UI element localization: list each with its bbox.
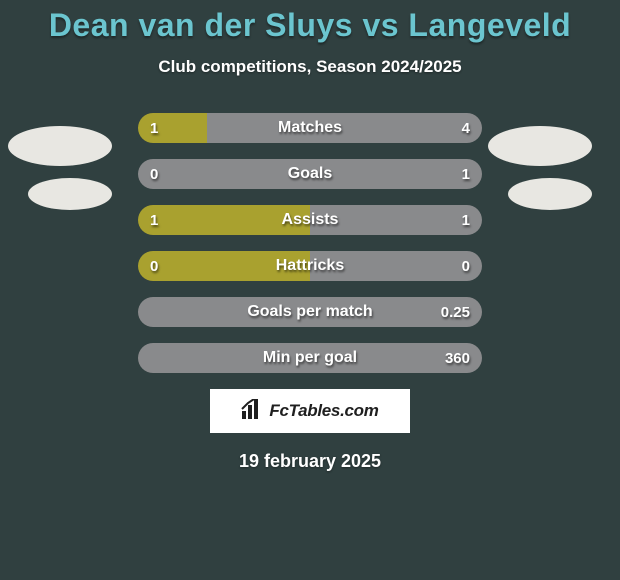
avatar-right-shape (488, 126, 592, 166)
stat-bar: Goals per match0.25 (138, 297, 482, 327)
comparison-bars: Matches14Goals01Assists11Hattricks00Goal… (138, 113, 482, 373)
comparison-card: Dean van der Sluys vs Langeveld Club com… (0, 0, 620, 580)
avatar-left-shape (8, 126, 112, 166)
stat-bar-label: Goals per match (138, 297, 482, 327)
stat-bar-label: Hattricks (138, 251, 482, 281)
chart-bars-icon (241, 399, 263, 424)
stat-bar: Hattricks0 0 (138, 251, 482, 281)
stat-bar-value-right: 1 (462, 159, 470, 189)
stat-bar: Assists1 1 (138, 205, 482, 235)
avatar-left-shape (28, 178, 112, 210)
stat-bar: Min per goal360 (138, 343, 482, 373)
subtitle: Club competitions, Season 2024/2025 (0, 57, 620, 77)
date-text: 19 february 2025 (0, 451, 620, 472)
stat-bar: Goals0 1 (138, 159, 482, 189)
stat-bar: Matches1 4 (138, 113, 482, 143)
page-title: Dean van der Sluys vs Langeveld (0, 8, 620, 43)
source-badge-text: FcTables.com (269, 401, 378, 421)
stat-bar-value-right: 0.25 (441, 297, 470, 327)
stat-bar-value-right: 4 (462, 113, 470, 143)
avatar-right-shape (508, 178, 592, 210)
stat-bar-label: Min per goal (138, 343, 482, 373)
stat-bar-value-left: 1 (150, 205, 158, 235)
stat-bar-value-left: 0 (150, 159, 158, 189)
stat-bar-label: Goals (138, 159, 482, 189)
stat-bar-label: Matches (138, 113, 482, 143)
stat-bar-label: Assists (138, 205, 482, 235)
stat-bar-value-right: 360 (445, 343, 470, 373)
stat-bar-value-right: 0 (462, 251, 470, 281)
stat-bar-value-left: 0 (150, 251, 158, 281)
source-badge: FcTables.com (210, 389, 410, 433)
stat-bar-value-left: 1 (150, 113, 158, 143)
stat-bar-value-right: 1 (462, 205, 470, 235)
